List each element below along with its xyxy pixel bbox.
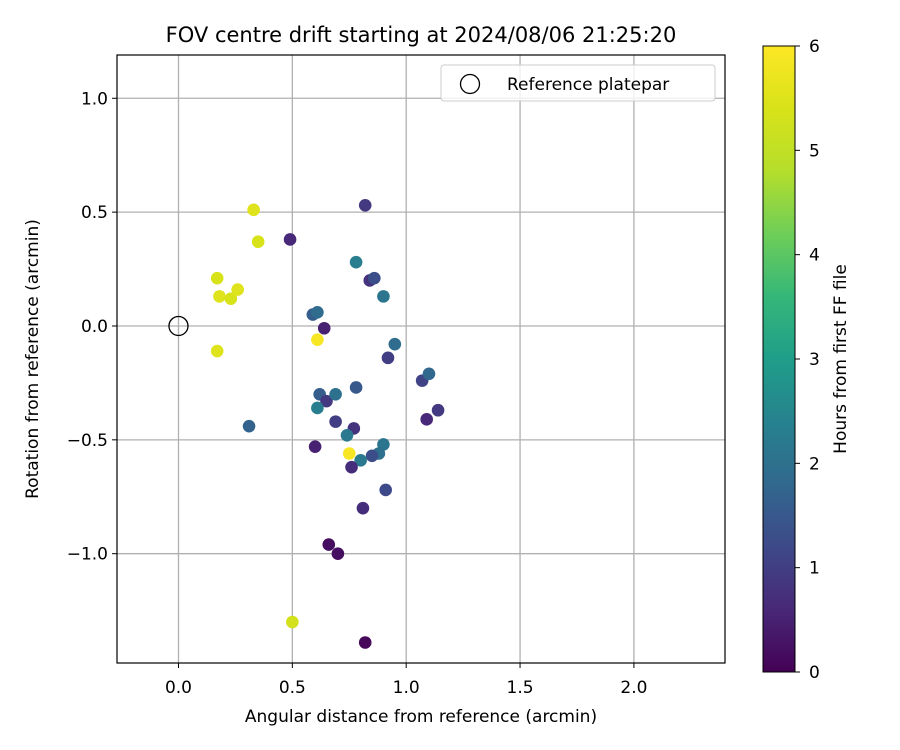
data-point bbox=[329, 415, 342, 428]
colorbar-tick-label: 4 bbox=[809, 246, 820, 266]
y-tick-label: 0.5 bbox=[81, 203, 108, 223]
colorbar-tick-label: 3 bbox=[809, 350, 820, 370]
reference-marker bbox=[168, 315, 189, 337]
chart-title: FOV centre drift starting at 2024/08/06 … bbox=[166, 23, 677, 47]
data-point bbox=[345, 460, 358, 474]
plot-frame bbox=[116, 54, 726, 664]
data-point bbox=[431, 403, 445, 417]
y-axis-label: Rotation from reference (arcmin) bbox=[23, 219, 43, 499]
colorbar: 0 1 2 3 4 5 6 Hours from first FF file bbox=[762, 37, 851, 683]
data-point bbox=[354, 454, 367, 467]
data-points bbox=[210, 198, 445, 649]
data-point bbox=[422, 367, 436, 381]
data-point bbox=[224, 292, 238, 305]
data-point bbox=[231, 283, 244, 296]
y-tick-label: −1.0 bbox=[67, 545, 108, 565]
data-point bbox=[365, 449, 379, 463]
x-tick-label: 2.0 bbox=[620, 678, 647, 698]
data-point bbox=[286, 615, 299, 629]
reference-point bbox=[168, 315, 189, 337]
legend-marker bbox=[459, 73, 481, 95]
data-point bbox=[210, 271, 224, 285]
data-point bbox=[242, 419, 256, 433]
colorbar-ticks: 0 1 2 3 4 5 6 bbox=[795, 37, 820, 683]
x-tick-label: 0.0 bbox=[165, 678, 192, 698]
x-tick-label: 0.5 bbox=[279, 678, 306, 698]
data-point bbox=[349, 381, 363, 394]
data-point bbox=[368, 271, 381, 285]
data-point bbox=[381, 351, 395, 365]
data-point bbox=[213, 290, 226, 303]
data-point bbox=[247, 203, 260, 217]
data-point bbox=[377, 290, 390, 303]
y-tick-label: 1.0 bbox=[81, 89, 108, 109]
data-point bbox=[320, 394, 333, 408]
data-point bbox=[322, 538, 336, 551]
data-point bbox=[210, 344, 224, 358]
data-point bbox=[283, 233, 297, 246]
data-point bbox=[308, 440, 322, 453]
colorbar-tick-label: 6 bbox=[809, 37, 820, 57]
legend-box bbox=[440, 64, 716, 102]
x-axis-ticks: 0.0 0.5 1.0 1.5 2.0 bbox=[165, 663, 647, 698]
data-point bbox=[311, 401, 324, 415]
legend-label: Reference platepar bbox=[507, 75, 669, 95]
data-point bbox=[356, 501, 370, 515]
colorbar-label: Hours from first FF file bbox=[831, 264, 851, 454]
data-point bbox=[342, 447, 356, 460]
data-point bbox=[379, 483, 393, 497]
data-point bbox=[349, 255, 363, 269]
data-point bbox=[311, 306, 324, 319]
data-point bbox=[358, 198, 372, 212]
x-tick-label: 1.5 bbox=[507, 678, 534, 698]
data-point bbox=[329, 387, 342, 401]
colorbar-tick-label: 5 bbox=[809, 141, 820, 161]
grid-lines bbox=[117, 55, 725, 663]
data-point bbox=[388, 337, 402, 351]
colorbar-gradient bbox=[762, 45, 796, 673]
data-point bbox=[420, 413, 433, 426]
colorbar-tick-label: 0 bbox=[809, 663, 820, 683]
data-point bbox=[317, 321, 331, 335]
x-tick-label: 1.0 bbox=[393, 678, 420, 698]
x-axis-label: Angular distance from reference (arcmin) bbox=[245, 707, 597, 727]
data-point bbox=[358, 636, 372, 649]
y-axis-ticks: −1.0 −0.5 0.0 0.5 1.0 bbox=[67, 89, 117, 565]
y-tick-label: 0.0 bbox=[81, 317, 108, 337]
legend: Reference platepar bbox=[440, 64, 716, 102]
data-point bbox=[331, 547, 345, 560]
data-point bbox=[251, 235, 265, 249]
colorbar-tick-label: 2 bbox=[809, 454, 820, 474]
data-point bbox=[311, 333, 324, 346]
colorbar-tick-label: 1 bbox=[809, 559, 820, 579]
data-point bbox=[340, 428, 354, 442]
y-tick-label: −0.5 bbox=[67, 431, 108, 451]
